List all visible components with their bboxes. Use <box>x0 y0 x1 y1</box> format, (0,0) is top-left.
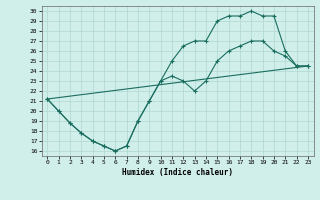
X-axis label: Humidex (Indice chaleur): Humidex (Indice chaleur) <box>122 168 233 177</box>
